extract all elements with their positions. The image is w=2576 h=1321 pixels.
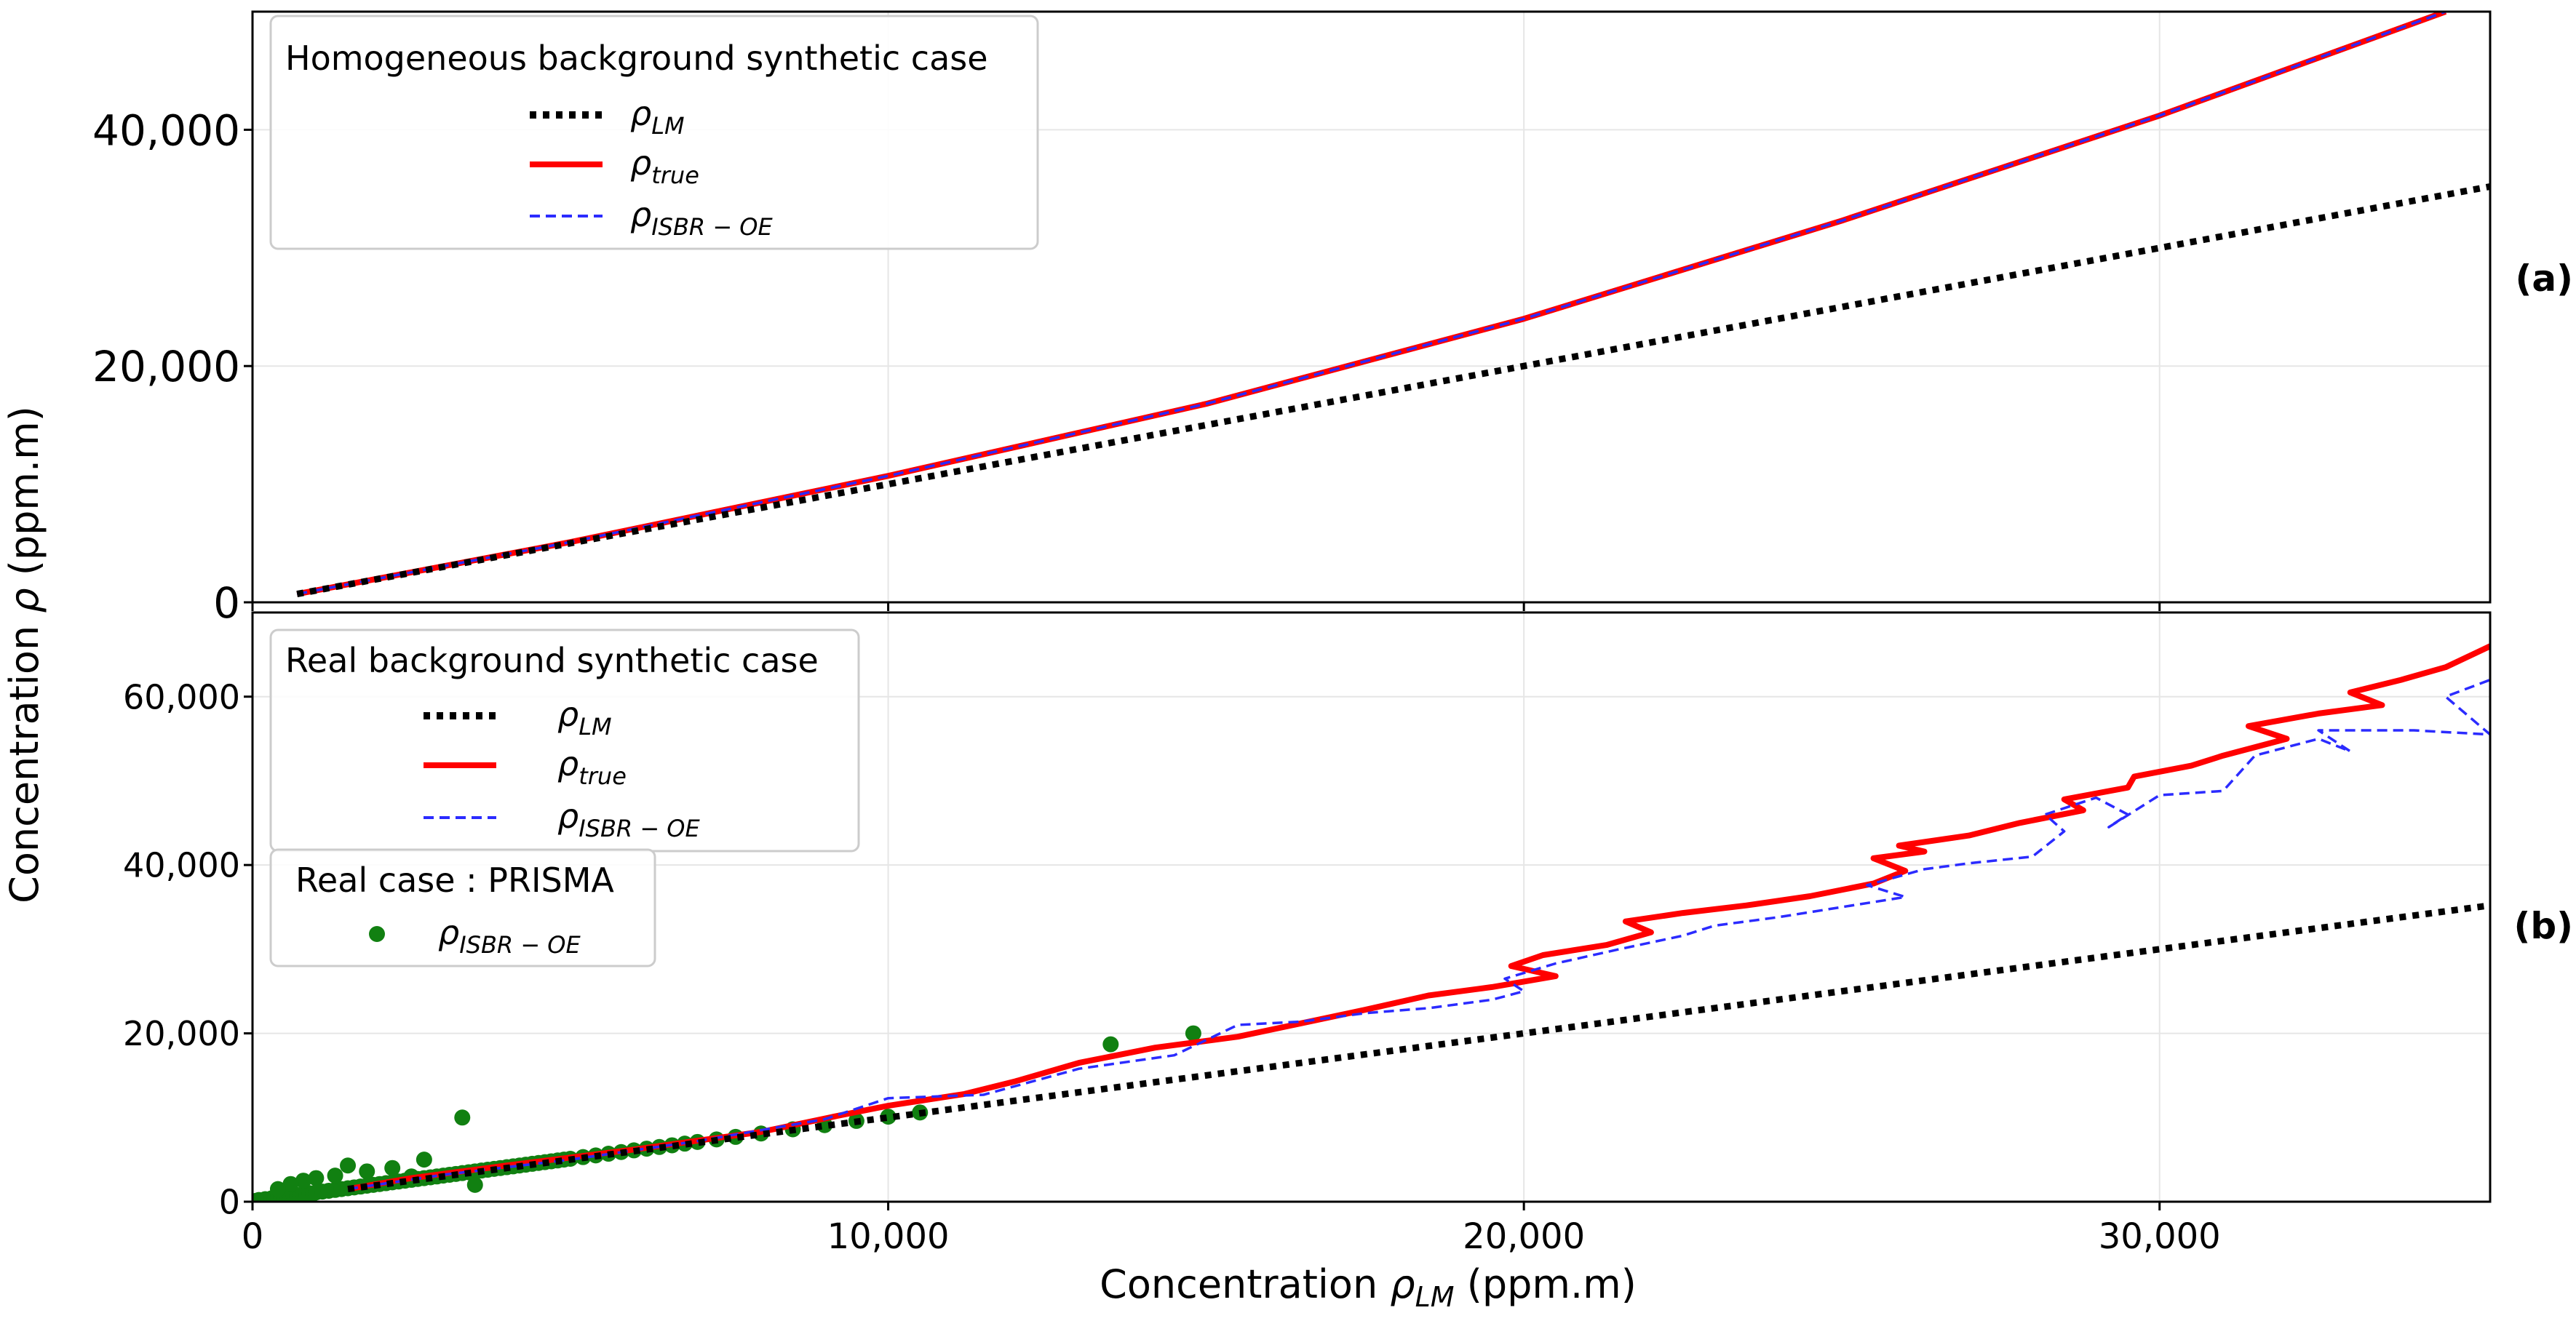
x-tick-label-2: 20,000: [1463, 1216, 1585, 1257]
panel-a-label: (a): [2516, 258, 2573, 300]
prisma-point-84: [269, 1181, 286, 1197]
y-axis-label: Concentration ρ (ppm.m): [1, 406, 47, 903]
series-b-isbr: [347, 678, 2490, 1191]
prisma-point-89: [359, 1163, 375, 1180]
panel-b-label: (b): [2514, 905, 2574, 947]
legend-b2-prisma-label: ρISBR − OE: [438, 913, 581, 959]
prisma-point-82: [295, 1173, 311, 1189]
prisma-point-86: [454, 1109, 471, 1126]
legend-a-true-label: ρtrue: [630, 143, 699, 189]
legend-a-lm-label: ρLM: [630, 94, 685, 140]
y-tick-label-a-2: 40,000: [92, 105, 240, 155]
panel-b-legend: Real background synthetic case ρLM ρtrue…: [269, 628, 860, 967]
x-axis-label: Concentration ρLM (ppm.m): [1100, 1261, 1637, 1313]
panel-b-y-ticks: 0 20,000 40,000 60,000: [123, 677, 253, 1222]
prisma-point-81: [308, 1170, 325, 1186]
y-tick-label-b-0: 0: [219, 1183, 240, 1222]
panel-a-legend: Homogeneous background synthetic case ρL…: [269, 15, 1039, 250]
legend-b-isbr-label: ρISBR − OE: [557, 797, 700, 842]
legend-a-isbr-label: ρISBR − OE: [630, 195, 773, 241]
panel-a-y-ticks: 0 20,000 40,000: [92, 105, 253, 628]
series-a-isbr: [296, 12, 2446, 596]
prisma-point-79: [1185, 1025, 1201, 1042]
panel-b-plot: [253, 643, 2490, 1202]
panel-a-frame: [251, 10, 2492, 604]
panel-a-plot: [296, 12, 2490, 598]
legend-a-title: Homogeneous background synthetic case: [285, 39, 988, 78]
prisma-point-87: [340, 1157, 357, 1174]
y-tick-label-a-1: 20,000: [92, 342, 240, 391]
series-b-lm: [347, 902, 2490, 1193]
prisma-point-80: [327, 1168, 343, 1184]
legend-b-title: Real background synthetic case: [285, 641, 819, 680]
y-tick-label-a-0: 0: [213, 578, 240, 628]
legend-b-true-label: ρtrue: [557, 744, 627, 790]
prisma-point-91: [466, 1176, 483, 1193]
prisma-point-85: [384, 1160, 401, 1176]
series-b-true: [347, 643, 2490, 1192]
legend-b2-title: Real case : PRISMA: [295, 861, 614, 900]
panel-b-frame: [251, 611, 2492, 1203]
series-a-lm: [296, 183, 2490, 598]
legend-b-lm-label: ρLM: [557, 695, 612, 741]
panel-a: 0 20,000 40,000 (a) Homogeneous background…: [92, 10, 2573, 628]
legend-b2-prisma-marker: [369, 926, 385, 942]
panel-b-x-ticks: 0 10,000 20,000 30,000: [242, 1202, 2221, 1257]
y-tick-label-b-3: 60,000: [123, 677, 240, 717]
prisma-point-83: [282, 1176, 299, 1192]
y-tick-label-b-1: 20,000: [123, 1014, 240, 1053]
prisma-point-88: [416, 1152, 432, 1168]
x-tick-label-3: 30,000: [2099, 1216, 2221, 1257]
panel-b: 0 10,000 20,000 30,000 020,00040,00060,000 …: [123, 611, 2574, 1257]
prisma-point-78: [1102, 1036, 1119, 1053]
x-tick-label-0: 0: [242, 1216, 264, 1257]
panel-a-x-ticks: [251, 602, 2161, 611]
x-tick-label-1: 10,000: [827, 1216, 950, 1257]
y-tick-label-b-2: 40,000: [123, 846, 240, 885]
